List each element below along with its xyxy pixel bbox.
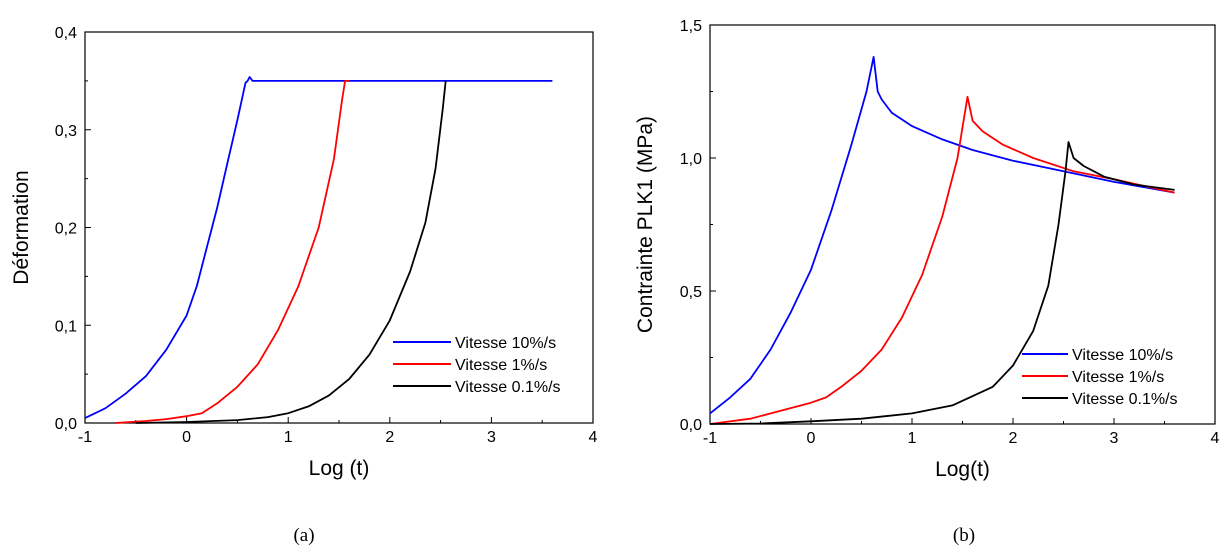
x-axis-label: Log (t) [309, 457, 370, 480]
y-axis-label: Contrainte PLK1 (MPa) [634, 116, 657, 333]
legend-label-2: Vitesse 1%/s [1072, 369, 1164, 386]
plot-frame [709, 24, 1216, 425]
x-tick-label: -1 [78, 429, 92, 446]
legend-label-1: Vitesse 10%/s [1072, 347, 1173, 364]
x-tick-label: 0 [807, 430, 816, 447]
chart-1: -1 0 1 2 3 4 0,0 0,1 0,2 0,3 0,4 Log (t) Déformation… [10, 25, 598, 546]
x-axis-label: Log(t) [935, 458, 990, 481]
legend-label-3: Vitesse 0.1%/s [455, 379, 561, 396]
x-tick-label: 2 [385, 429, 394, 446]
y-tick-label: 1,5 [680, 18, 702, 35]
x-tick-label: 4 [1211, 430, 1220, 447]
y-tick-label: 0,3 [55, 123, 77, 140]
y-tick-label: 0,5 [680, 284, 702, 301]
x-tick-label: 1 [908, 430, 917, 447]
series-line-2 [709, 95, 1175, 425]
y-tick-label: 0,2 [55, 221, 77, 238]
y-tick-label: 0,0 [680, 417, 702, 434]
legend-label-2: Vitesse 1%/s [455, 357, 547, 374]
y-tick-label: 0,4 [55, 25, 77, 42]
legend-label-3: Vitesse 0.1%/s [1072, 391, 1178, 408]
x-tick-label: -1 [703, 430, 717, 447]
x-tick-label: 0 [182, 429, 191, 446]
x-tick-label: 1 [284, 429, 293, 446]
x-tick-label: 4 [589, 429, 598, 446]
series-line-1 [84, 76, 553, 419]
series-line-3 [135, 80, 447, 424]
chart-2: -1 0 1 2 3 4 0,0 0,5 1,0 1,5 Log(t) Contrainte PLK1… [634, 18, 1220, 546]
series-line-2 [115, 80, 350, 424]
legend-label-1: Vitesse 10%/s [455, 335, 556, 352]
figure-caption: (a) [293, 525, 314, 546]
x-tick-label: 3 [1110, 430, 1119, 447]
series-line-1 [709, 56, 1175, 415]
x-tick-label: 2 [1009, 430, 1018, 447]
figure-caption: (b) [953, 525, 975, 546]
y-tick-label: 0,0 [55, 416, 77, 433]
series-line-3 [709, 141, 1175, 425]
x-tick-label: 3 [487, 429, 496, 446]
y-tick-label: 0,1 [55, 318, 77, 335]
y-axis-label: Déformation [10, 170, 33, 284]
y-tick-label: 1,0 [680, 151, 702, 168]
